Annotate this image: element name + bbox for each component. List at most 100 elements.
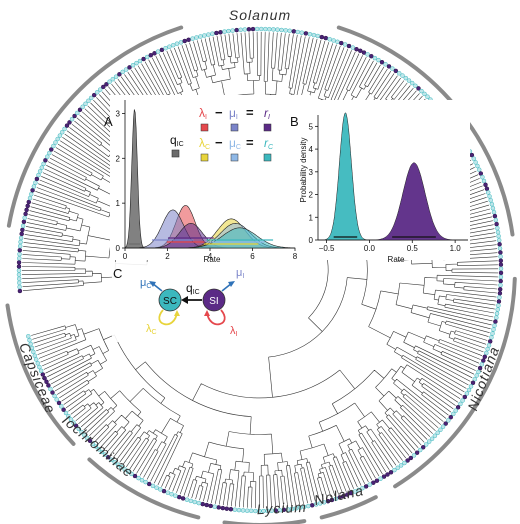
tip-marker	[174, 41, 180, 46]
tip-marker	[137, 58, 143, 64]
tip-marker	[150, 483, 156, 489]
tip-marker	[489, 201, 495, 207]
tip-marker	[426, 439, 432, 444]
tip-marker	[69, 116, 75, 122]
tip-marker	[406, 78, 412, 83]
tip-marker	[208, 503, 213, 509]
tip-marker	[79, 429, 84, 435]
clade-arc-nolana	[319, 495, 378, 520]
tip-marker	[190, 36, 195, 41]
tip-marker	[16, 268, 22, 273]
tip-marker	[200, 501, 205, 507]
tip-marker	[20, 223, 26, 229]
tip-marker	[374, 478, 380, 483]
tip-marker	[453, 408, 458, 413]
tip-marker	[388, 470, 394, 475]
tip-marker	[110, 76, 116, 82]
tip-marker	[287, 28, 292, 34]
tip-marker	[59, 404, 64, 409]
panel-b-density-1	[318, 162, 468, 241]
eq2-r: rC	[264, 136, 274, 151]
panel-b-ytick: 5	[309, 122, 314, 131]
tip-marker	[254, 26, 260, 32]
tip-marker	[159, 47, 165, 53]
tip-marker	[497, 242, 502, 247]
tip-marker	[466, 387, 472, 393]
panel-b-xtick: −0.5	[319, 244, 335, 253]
tip-marker	[33, 357, 39, 362]
tip-marker	[497, 295, 502, 300]
clade-label-solanum: Solanum	[229, 7, 291, 23]
tip-marker	[498, 274, 504, 280]
tip-marker	[143, 479, 148, 485]
tip-marker	[495, 307, 500, 312]
legend-swatch-mu-i	[230, 123, 239, 132]
tip-marker	[37, 169, 43, 174]
tip-marker	[429, 436, 435, 442]
panel-b-ytick: 3	[309, 168, 314, 177]
panel-a-q-label: qIC	[170, 133, 184, 148]
tip-marker	[496, 238, 502, 243]
tip-marker	[381, 474, 387, 479]
tip-marker	[419, 88, 424, 94]
mu-i-label: μI	[236, 267, 244, 280]
tip-marker	[144, 54, 150, 60]
eq2-mu: μC	[229, 136, 241, 151]
tip-marker	[18, 235, 24, 241]
tip-marker	[96, 447, 102, 452]
tip-marker	[248, 508, 254, 514]
tip-marker	[91, 92, 97, 98]
tip-marker	[342, 42, 348, 47]
panel-b-xlabel: Rate	[388, 255, 405, 264]
tip-marker	[498, 254, 503, 259]
tip-marker	[232, 507, 238, 512]
tip-marker	[148, 52, 154, 58]
tip-marker	[345, 492, 350, 497]
tip-marker	[319, 34, 325, 40]
tip-marker	[315, 33, 321, 39]
tip-marker	[17, 280, 22, 286]
tip-marker	[46, 383, 51, 388]
lambda-i-label: λI	[230, 325, 238, 338]
tip-marker	[196, 500, 202, 506]
tip-marker	[102, 452, 108, 457]
panel-b-ytick: 1	[309, 213, 314, 222]
tip-marker	[358, 48, 363, 54]
eq1-mu: μI	[229, 106, 238, 121]
eq2-minus: −	[215, 135, 223, 150]
clade-label-capsiceae: Capsiceae	[16, 340, 59, 416]
tip-marker	[230, 28, 235, 33]
tip-marker	[484, 350, 489, 356]
tip-marker	[295, 29, 301, 35]
tip-marker	[497, 287, 503, 292]
tip-marker	[458, 401, 463, 407]
lambda-c-loop-icon	[158, 309, 178, 326]
tip-marker	[194, 35, 199, 40]
tip-marker	[93, 444, 99, 449]
tip-marker	[48, 386, 53, 392]
tip-marker	[123, 67, 129, 72]
tip-marker	[460, 398, 465, 403]
tip-marker	[498, 278, 503, 284]
tip-marker	[220, 505, 226, 511]
tip-marker	[75, 110, 80, 116]
tip-marker	[176, 494, 182, 500]
tip-marker	[163, 45, 168, 51]
tip-marker	[117, 72, 122, 77]
tip-marker	[34, 176, 40, 182]
tip-marker	[263, 26, 268, 32]
panel-b-chart: B −0.5 0.0 0.5 1.0 0 1 2 3 4 5 Rate Probability d…	[290, 100, 470, 264]
panel-a-ytick: 3	[116, 109, 121, 118]
tip-marker	[51, 143, 56, 149]
panel-c-q-label: qIC	[186, 281, 200, 296]
tip-marker	[480, 174, 485, 180]
tip-marker	[385, 472, 390, 477]
tip-marker	[184, 497, 190, 502]
eq2-equals: =	[246, 135, 254, 150]
tip-marker	[134, 60, 139, 66]
tip-marker	[23, 211, 28, 217]
panel-b-curves	[318, 112, 468, 241]
tip-marker	[57, 133, 63, 138]
tip-marker	[218, 30, 223, 35]
